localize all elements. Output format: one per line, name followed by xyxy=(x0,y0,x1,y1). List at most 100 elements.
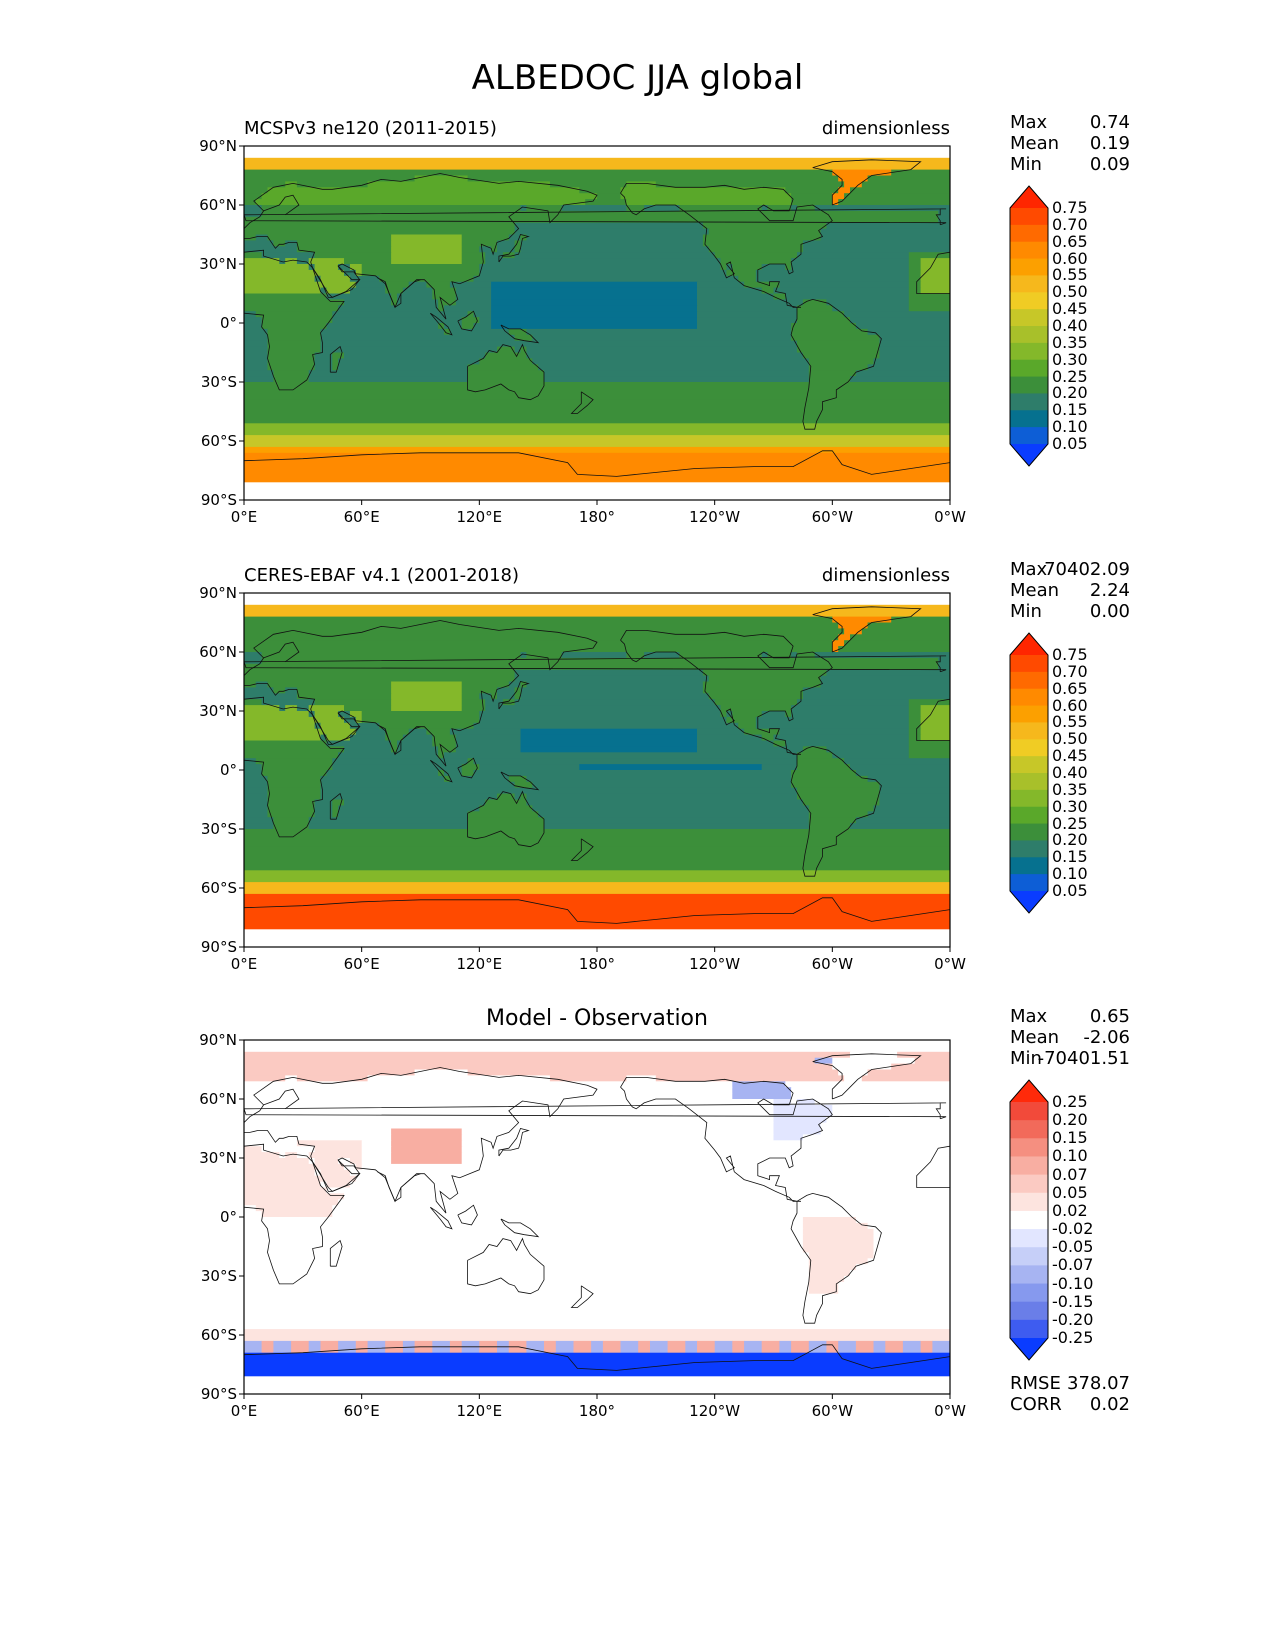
colorbar-segment xyxy=(1010,1265,1048,1285)
coastline-newguinea xyxy=(500,1218,540,1238)
coastline-india xyxy=(377,277,421,308)
lat-tick-label: 0° xyxy=(219,761,237,779)
colorbar-level-label: 0.05 xyxy=(1052,881,1088,900)
panel-1-mean-label: Mean xyxy=(1010,133,1060,154)
lat-tick-label: 90°S xyxy=(200,938,237,956)
colorbar-segment xyxy=(1010,1210,1048,1230)
coastline-borneo xyxy=(457,1204,478,1226)
coastline-africa xyxy=(244,249,345,391)
colorbar-segment xyxy=(1010,1301,1048,1321)
colorbar-level-label: 0.15 xyxy=(1052,400,1088,420)
panel-3-mean-label: Mean xyxy=(1010,1027,1060,1048)
panel-2-left-title: CERES-EBAF v4.1 (2001-2018) xyxy=(244,565,520,586)
map-field-2 xyxy=(244,593,950,947)
colorbar-segment xyxy=(1010,1174,1048,1194)
panel-2-mean-label: Mean xyxy=(1010,580,1060,601)
colorbar-level-label: 0.55 xyxy=(1052,265,1088,285)
panel-3-corr-value: 0.02 xyxy=(1089,1394,1130,1415)
panel-3-max-value: 0.65 xyxy=(1089,1006,1130,1027)
colorbar-segment xyxy=(1010,1120,1048,1139)
coastline-samerica xyxy=(790,1192,882,1324)
panel-3-rmse-label: RMSE xyxy=(1010,1373,1061,1394)
colorbar-segment xyxy=(1010,1283,1048,1303)
colorbar-outline xyxy=(1009,632,1049,914)
colorbar-extend-bottom xyxy=(1010,1338,1048,1360)
coastline-greenland xyxy=(812,159,922,206)
coastline-namerica xyxy=(620,1077,833,1202)
colorbar-segment xyxy=(1010,655,1048,673)
colorbar-segment xyxy=(1010,857,1048,875)
coastline-madagascar xyxy=(329,792,343,820)
lon-tick-label: 180° xyxy=(578,508,616,526)
coastline-sumatra xyxy=(429,1206,453,1230)
colorbar-level-label: 0.35 xyxy=(1052,779,1088,799)
lon-tick-label: 60°W xyxy=(811,955,854,973)
lon-tick-label: 120°W xyxy=(689,955,741,973)
panel-1-units: dimensionless xyxy=(821,118,950,139)
colorbar-level-label: 0.25 xyxy=(1052,1092,1088,1111)
colorbar-level-label: 0.75 xyxy=(1052,198,1088,217)
colorbar-segment xyxy=(1010,739,1048,757)
colorbar-level-label: 0.75 xyxy=(1052,645,1088,664)
coastline-eurasia xyxy=(244,1067,598,1214)
colorbar-level-label: -0.02 xyxy=(1052,1219,1094,1239)
colorbar-3 xyxy=(1009,1079,1049,1361)
panel-3-min-label: Min xyxy=(1010,1048,1042,1069)
coastline-samerica xyxy=(790,745,882,877)
coastline-eurasia xyxy=(244,173,598,320)
coastline-australia xyxy=(467,343,545,401)
colorbar-segment xyxy=(1010,1156,1048,1176)
map-field-1 xyxy=(244,146,950,500)
lon-tick-label: 0°E xyxy=(230,508,258,526)
colorbar-level-label: -0.25 xyxy=(1052,1328,1094,1347)
figure-title: ALBEDOC JJA global xyxy=(471,58,804,98)
lon-tick-label: 120°E xyxy=(456,508,503,526)
lon-tick-label: 0°W xyxy=(934,508,966,526)
colorbar-level-label: -0.07 xyxy=(1052,1255,1094,1275)
lon-tick-label: 60°W xyxy=(811,1402,854,1420)
coastline-greenland xyxy=(812,606,922,653)
coastline-antarctica xyxy=(244,1344,950,1371)
lat-tick-label: 90°N xyxy=(199,1031,237,1049)
colorbar-extend-bottom xyxy=(1010,444,1048,466)
colorbar-segment xyxy=(1010,393,1048,411)
coastline-westAfrica xyxy=(916,251,950,294)
coastline-nz xyxy=(570,838,594,861)
coastline-scandinaviaSea xyxy=(263,641,300,663)
colorbar-level-label: 0.20 xyxy=(1052,1110,1088,1130)
coastline-africa xyxy=(244,696,345,838)
colorbar-segment xyxy=(1010,1138,1048,1157)
coastline-britain xyxy=(244,655,947,673)
panel-3-min-value: -70401.51 xyxy=(1037,1048,1130,1069)
lon-tick-label: 120°E xyxy=(456,955,503,973)
coastline-sumatra xyxy=(429,312,453,336)
colorbar-level-label: 0.60 xyxy=(1052,248,1088,268)
colorbar-segment xyxy=(1010,1102,1048,1121)
lon-tick-label: 120°E xyxy=(456,1402,503,1420)
panel-1-min-label: Min xyxy=(1010,154,1042,175)
colorbar-level-label: 0.10 xyxy=(1052,864,1088,884)
panel-1-max-value: 0.74 xyxy=(1089,112,1130,133)
lon-tick-label: 120°W xyxy=(689,1402,741,1420)
coastline-britain xyxy=(244,1102,947,1120)
colorbar-level-label: 0.50 xyxy=(1052,282,1088,302)
colorbar-level-label: 0.65 xyxy=(1052,231,1088,251)
coastline-india xyxy=(377,724,421,755)
colorbar-outline xyxy=(1009,185,1049,467)
panel-3-max-label: Max xyxy=(1010,1006,1048,1027)
lat-tick-label: 60°N xyxy=(199,1090,237,1108)
panel-1-mean-value: 0.19 xyxy=(1089,133,1130,154)
colorbar-segment xyxy=(1010,326,1048,344)
colorbar-level-label: 0.02 xyxy=(1052,1200,1088,1220)
coastline-japan xyxy=(498,681,530,710)
coastline-madagascar xyxy=(329,1239,343,1267)
colorbar-level-label: -0.10 xyxy=(1052,1273,1094,1293)
coastline-australia xyxy=(467,1237,545,1295)
colorbar-segment xyxy=(1010,806,1048,825)
lat-tick-label: 30°S xyxy=(200,820,237,838)
panel-2-max-value: 70402.09 xyxy=(1044,559,1130,580)
coastline-arabia xyxy=(312,265,361,298)
coastline-samerica xyxy=(790,298,882,430)
colorbar-segment xyxy=(1010,359,1048,378)
